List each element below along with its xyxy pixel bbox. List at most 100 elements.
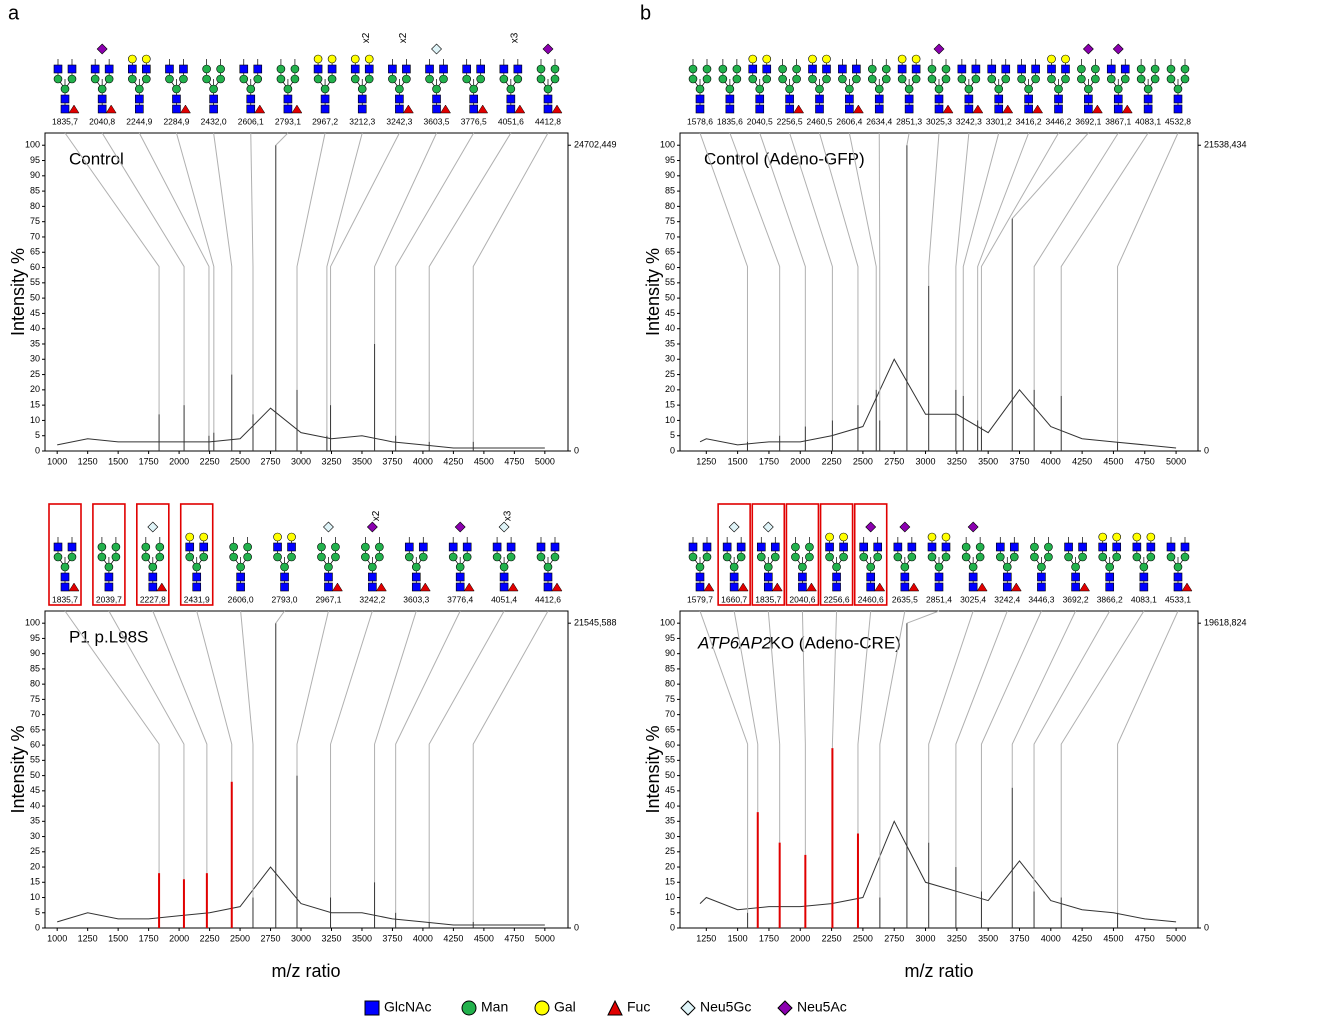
peak-label: 2851,4 <box>926 594 952 604</box>
spectrum-trace <box>57 407 545 449</box>
x-tick-label: 3500 <box>978 933 998 943</box>
x-tick-label: 4500 <box>1103 456 1123 466</box>
y-axis-label: Intensity % <box>643 725 663 813</box>
glycan-circle <box>994 84 1004 94</box>
glycan-circle <box>1146 532 1156 542</box>
highlight-box <box>819 503 854 606</box>
annotation-leader <box>64 610 160 874</box>
glycan-diamond <box>728 521 740 533</box>
glycan-circle <box>543 84 553 94</box>
glycan-circle <box>361 552 370 562</box>
glycan-square <box>1120 64 1130 74</box>
y-tick-label: 45 <box>665 785 675 795</box>
y-tick-label: 95 <box>30 155 40 165</box>
glycan-triangle <box>463 582 475 592</box>
x-tick-label: 2500 <box>853 933 873 943</box>
glycan-circle <box>148 562 158 572</box>
x-axis-label: m/z ratio <box>271 961 340 981</box>
x-tick-label: 3250 <box>321 456 341 466</box>
glycan-square <box>785 94 794 104</box>
y-tick-label: 60 <box>30 262 40 272</box>
y2-tick-label: 24702,449 <box>574 140 617 150</box>
glycan-circle <box>236 562 245 572</box>
x-tick-label: 5000 <box>1166 456 1186 466</box>
peak-label: 2606,1 <box>238 116 264 126</box>
x-tick-label: 4500 <box>474 456 494 466</box>
glycan-circle <box>845 84 854 94</box>
glycan-circle <box>1146 552 1156 562</box>
y-tick-label: 30 <box>30 354 40 364</box>
glycan-circle <box>455 562 465 572</box>
y-tick-label: 20 <box>30 384 40 394</box>
y-tick-label: 0 <box>670 445 675 455</box>
glycan-circle <box>499 562 509 572</box>
annotation-leader <box>395 132 475 436</box>
glycan-square <box>543 104 553 114</box>
glycan-square <box>859 542 869 552</box>
x-tick-label: 2500 <box>230 933 250 943</box>
glycan-circle <box>718 64 728 74</box>
glycan-circle <box>317 542 326 552</box>
y-tick-label: 25 <box>665 369 675 379</box>
glycan-circle <box>702 64 712 74</box>
glycan-circle <box>770 552 780 562</box>
glycan-square <box>729 582 739 592</box>
glycan-square <box>1061 64 1070 74</box>
glycan-circle <box>239 74 249 84</box>
glycan-circle <box>411 562 421 572</box>
glycan-triangle <box>551 104 563 114</box>
glycan-circle <box>375 542 384 552</box>
glycan-circle <box>941 532 951 542</box>
glycan-triangle <box>254 104 266 114</box>
glycan-circle <box>791 542 800 552</box>
glycan-square <box>60 582 70 592</box>
y-tick-label: 10 <box>665 892 675 902</box>
glycan-circle <box>881 74 891 84</box>
annotation-leader <box>152 610 208 874</box>
glycan-triangle <box>507 582 519 592</box>
glycan-circle <box>142 54 151 64</box>
glycan-circle <box>492 552 502 562</box>
spectrum-trace <box>57 866 545 926</box>
annotation-leader <box>275 132 289 146</box>
x-tick-label: 4000 <box>1041 456 1061 466</box>
annotation-leader <box>759 132 806 427</box>
peak-label: 3446,3 <box>1028 594 1054 604</box>
y-tick-label: 20 <box>665 861 675 871</box>
glycan-circle <box>957 74 967 84</box>
glycan-circle <box>907 552 917 562</box>
glycan-square <box>209 104 218 114</box>
glycan-circle <box>805 552 814 562</box>
glycan-square <box>543 582 553 592</box>
glycan-circle <box>324 562 333 572</box>
x-tick-label: 2750 <box>884 456 904 466</box>
peak-label: 4051,6 <box>498 116 524 126</box>
glycan-square <box>253 64 263 74</box>
glycan-circle <box>995 552 1005 562</box>
annotation-leader <box>980 132 1059 427</box>
glycan-square <box>239 64 249 74</box>
peak-label: 2967,1 <box>315 594 341 604</box>
glycan-circle <box>1078 552 1087 562</box>
glycan-circle <box>927 532 937 542</box>
peak-label: 2793,0 <box>272 594 298 604</box>
glycan-circle <box>287 552 296 562</box>
y-tick-label: 5 <box>670 430 675 440</box>
peak-label: 3692,1 <box>1075 116 1101 126</box>
glycan-circle <box>838 74 847 84</box>
glycan-square <box>763 572 773 582</box>
glycan-square <box>1002 572 1012 582</box>
y-tick-label: 30 <box>30 831 40 841</box>
glycan-circle <box>1136 64 1146 74</box>
panel-title: P1 p.L98S <box>69 627 148 646</box>
glycan-triangle <box>1091 104 1103 114</box>
glycan-circle <box>874 84 884 94</box>
y-tick-label: 75 <box>30 216 40 226</box>
glycan-square <box>874 94 884 104</box>
glycan-circle <box>792 64 801 74</box>
glycan-circle <box>1113 84 1123 94</box>
glycan-circle <box>702 74 712 84</box>
y-tick-label: 95 <box>30 633 40 643</box>
glycan-circle <box>968 562 978 572</box>
